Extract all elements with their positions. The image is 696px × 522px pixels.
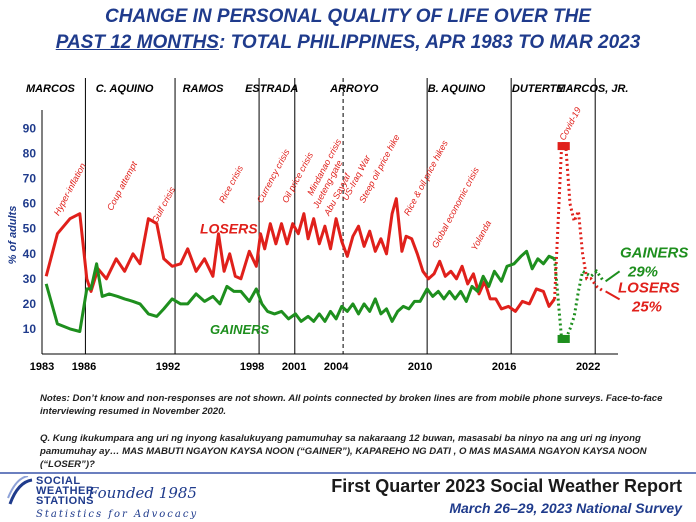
president-label: MARCOS <box>26 83 76 95</box>
event-annotation: Rice crisis <box>217 163 245 204</box>
y-tick-label: 60 <box>23 197 37 211</box>
line-chart: 10 20 30 40 50 60 70 80 90 % of adults 1983 1986 199… <box>7 78 688 373</box>
x-tick-label: 2010 <box>408 361 432 373</box>
title-line-2-rest: : TOTAL PHILIPPINES, APR 1983 TO MAR 202… <box>218 32 641 53</box>
x-tick-label: 1992 <box>156 361 180 373</box>
y-tick-label: 30 <box>23 272 37 286</box>
y-axis-title: % of adults <box>7 206 19 265</box>
logo-line-2: WEATHER <box>36 485 95 497</box>
series-line-gainers <box>44 249 556 333</box>
losers-end-value: 25% <box>631 298 662 315</box>
sws-logo-text: SOCIAL WEATHER STATIONS <box>36 475 95 507</box>
event-annotation: Gulf crisis <box>150 185 178 225</box>
y-tick-label: 90 <box>23 122 37 136</box>
event-annotation: Hyper-inflation <box>52 161 88 217</box>
gainers-end-pointer <box>605 270 621 283</box>
series-marker-losers <box>561 142 570 151</box>
y-tick-label: 40 <box>23 247 37 261</box>
losers-end-label: LOSERS <box>618 280 680 297</box>
president-label: C. AQUINO <box>96 83 154 95</box>
event-annotation: Yolanda <box>469 219 493 252</box>
president-label: MARCOS, JR. <box>556 83 628 95</box>
losers-end-pointer <box>605 290 621 301</box>
gainers-end-value: 29% <box>627 263 658 280</box>
x-tick-label: 2004 <box>324 361 349 373</box>
president-label: B. AQUINO <box>428 83 486 95</box>
y-tick-label: 10 <box>23 322 37 336</box>
y-tick-label: 80 <box>23 147 37 161</box>
y-tick-label: 50 <box>23 222 37 236</box>
series-dotted-line-gainers <box>553 258 605 341</box>
logo-tagline: Statistics for Advocacy <box>36 509 199 520</box>
gainers-end-label: GAINERS <box>620 245 688 262</box>
report-title: First Quarter 2023 Social Weather Report <box>331 476 682 496</box>
president-label: ARROYO <box>329 83 379 95</box>
series-dotted-line-losers <box>553 144 605 299</box>
series-marker-gainers <box>561 334 570 343</box>
series-line-losers <box>44 197 556 313</box>
sws-logo-swoosh-icon <box>7 476 33 505</box>
title-line-2-underlined: PAST 12 MONTHS <box>55 32 219 53</box>
x-tick-label: 1983 <box>30 361 54 373</box>
logo-line-3: STATIONS <box>36 495 94 507</box>
x-tick-label: 1998 <box>240 361 264 373</box>
event-annotation: Covid-19 <box>557 105 583 142</box>
series-marker-losers <box>557 142 566 151</box>
series-marker-gainers <box>557 334 566 343</box>
logo-line-1: SOCIAL <box>36 475 81 487</box>
event-annotation: Global economic crisis <box>430 165 481 250</box>
sws-logo: SOCIAL WEATHER STATIONS Founded 1985 Sta… <box>6 476 206 520</box>
chart-title: CHANGE IN PERSONAL QUALITY OF LIFE OVER … <box>0 4 696 56</box>
title-line-2: PAST 12 MONTHS: TOTAL PHILIPPINES, APR 1… <box>0 30 696 56</box>
survey-question: Q. Kung ikukumpara ang uri ng inyong kas… <box>40 433 647 470</box>
report-subtitle: March 26–29, 2023 National Survey <box>449 500 682 516</box>
losers-series-label: LOSERS <box>200 221 258 237</box>
x-tick-label: 2016 <box>492 361 516 373</box>
title-line-1: CHANGE IN PERSONAL QUALITY OF LIFE OVER … <box>105 6 591 27</box>
y-tick-label: 20 <box>23 297 37 311</box>
x-tick-label: 1986 <box>72 361 96 373</box>
chart-notes: Notes: Don’t know and non-responses are … <box>40 393 663 417</box>
logo-founded: Founded 1985 <box>88 484 197 502</box>
gainers-series-label: GAINERS <box>210 322 270 337</box>
event-annotation: Rice & oil price hikes <box>402 138 450 217</box>
president-label: DUTERTE <box>512 83 564 95</box>
event-annotation: Coup attempt <box>105 159 139 212</box>
y-tick-label: 70 <box>23 172 37 186</box>
x-tick-label: 2022 <box>576 361 600 373</box>
footer-divider <box>0 472 696 474</box>
president-label: RAMOS <box>183 83 225 95</box>
president-label: ESTRADA <box>245 83 298 95</box>
x-tick-label: 2001 <box>282 361 306 373</box>
